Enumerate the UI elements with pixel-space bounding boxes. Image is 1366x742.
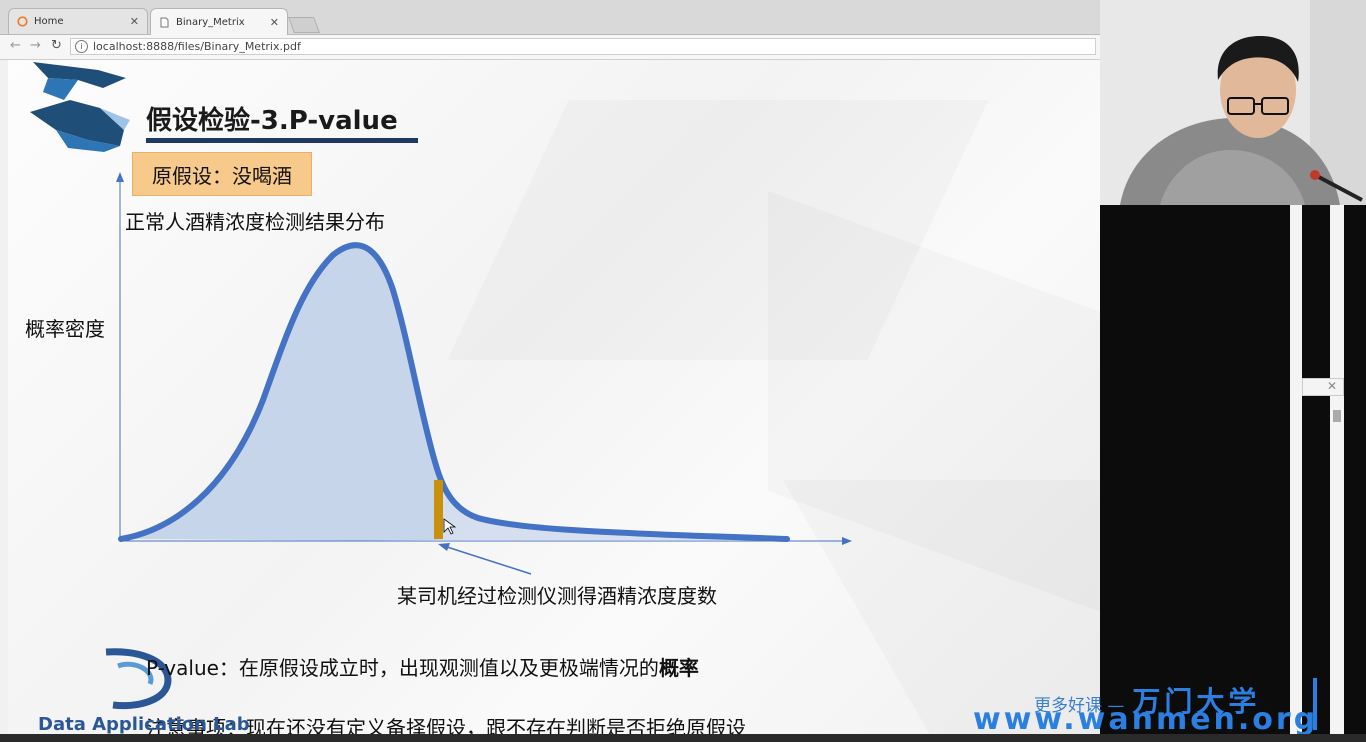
- url-text: localhost:8888/files/Binary_Metrix.pdf: [93, 40, 301, 53]
- webcam-overlay: [1100, 0, 1366, 205]
- logo-shard: [100, 108, 130, 130]
- pdf-slide: 假设检验-3.P-value 原假设：没喝酒 正常人酒精浓度检测结果分布 概率密…: [8, 60, 1288, 742]
- tab-bar: Home ✕ Binary_Metrix ✕: [0, 0, 1100, 35]
- logo-top: [30, 62, 130, 152]
- close-icon[interactable]: ✕: [269, 15, 279, 29]
- title-underline: [146, 138, 418, 143]
- distribution-area: [121, 245, 439, 542]
- observed-value-marker: [434, 480, 443, 539]
- taskbar: [0, 734, 1366, 742]
- distribution-tail-area: [439, 481, 787, 541]
- logo-shard: [56, 130, 120, 152]
- logo-bottom: [105, 648, 172, 710]
- logo-shard: [33, 62, 126, 88]
- logo-shard: [30, 100, 124, 146]
- watermark-prefix: 更多好课 —: [1034, 696, 1125, 716]
- observed-value-annotation: 某司机经过检测仪测得酒精浓度度数: [397, 584, 717, 608]
- back-arrow-icon[interactable]: ←: [10, 38, 21, 53]
- annotation-arrow-head-icon: [438, 543, 450, 551]
- pvalue-definition: P-value：在原假设成立时，出现观测值以及更极端情况的概率: [146, 652, 699, 681]
- slide-graphics: [30, 62, 852, 710]
- x-axis-arrow-icon: [842, 537, 852, 545]
- distribution-curve: [118, 242, 790, 542]
- scrollbar-thumb[interactable]: [1333, 410, 1341, 422]
- reload-icon[interactable]: ↻: [51, 38, 62, 53]
- close-icon[interactable]: ✕: [1326, 379, 1337, 393]
- url-input[interactable]: i localhost:8888/files/Binary_Metrix.pdf: [70, 38, 1096, 55]
- distribution-title: 正常人酒精浓度检测结果分布: [125, 210, 385, 234]
- close-icon[interactable]: ✕: [129, 15, 139, 28]
- jupyter-icon: [17, 16, 28, 27]
- tab-binary-metrix-label: Binary_Metrix: [176, 16, 245, 28]
- document-icon: [159, 17, 170, 28]
- logo-shard: [43, 78, 78, 100]
- tab-binary-metrix[interactable]: Binary_Metrix ✕: [150, 8, 288, 35]
- dark-side-panel: [1100, 205, 1366, 742]
- watermark-tagline: 更多好课 — 万门大学: [1034, 680, 1260, 720]
- y-axis-label: 概率密度: [25, 317, 105, 341]
- tab-home[interactable]: Home ✕: [8, 8, 148, 34]
- y-axis-arrow-icon: [116, 172, 124, 182]
- mouse-cursor-icon: [443, 518, 457, 535]
- pvalue-definition-text: P-value：在原假设成立时，出现观测值以及更极端情况的: [146, 656, 659, 680]
- watermark-url: www.wanmen.org: [973, 702, 1319, 737]
- annotation-arrow: [443, 545, 532, 575]
- null-hypothesis-box: 原假设：没喝酒: [132, 152, 312, 196]
- watermark-bar: [1313, 678, 1317, 730]
- watermark-brand: 万门大学: [1132, 685, 1261, 718]
- pvalue-definition-bold: 概率: [658, 656, 699, 680]
- side-window-bar: ✕: [1302, 378, 1344, 396]
- side-window-edge: [1290, 205, 1302, 742]
- side-scrollbar[interactable]: [1330, 205, 1344, 742]
- tab-home-label: Home: [34, 16, 64, 27]
- new-tab-button[interactable]: [288, 17, 320, 33]
- presenter-video: [1100, 0, 1366, 205]
- address-bar: ← → ↻ i localhost:8888/files/Binary_Metr…: [0, 35, 1100, 60]
- slide-title: 假设检验-3.P-value: [146, 106, 398, 136]
- logo-text: Data Application Lab: [38, 714, 250, 735]
- info-icon[interactable]: i: [75, 40, 88, 53]
- forward-arrow-icon[interactable]: →: [30, 38, 41, 53]
